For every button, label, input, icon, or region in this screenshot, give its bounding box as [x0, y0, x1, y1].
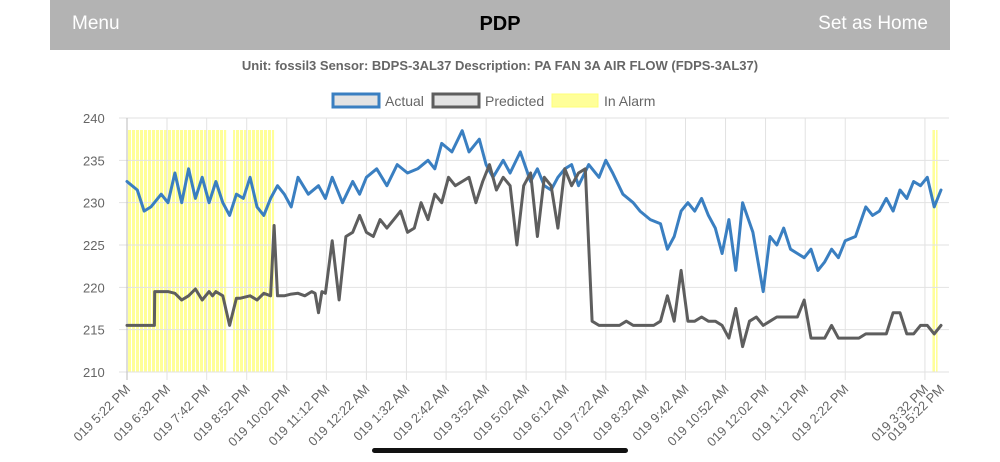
series-line-predicted [125, 163, 943, 349]
legend-swatch-2 [551, 93, 599, 108]
top-navigation-bar: Menu PDP Set as Home [50, 0, 950, 50]
alarm-band-2 [932, 130, 938, 372]
legend-label-1: Predicted [485, 93, 544, 109]
set-as-home-button[interactable]: Set as Home [818, 13, 928, 34]
series-line-actual [125, 129, 943, 294]
y-tick-label-1: 215 [83, 323, 105, 338]
y-tick-label-6: 240 [83, 111, 105, 126]
y-tick-label-0: 210 [83, 365, 105, 380]
y-tick-label-2: 220 [83, 280, 105, 295]
line-chart: Unit: fossil3 Sensor: BDPS-3AL37 Descrip… [70, 58, 949, 448]
y-tick-label-3: 225 [83, 238, 105, 253]
y-tick-label-5: 235 [83, 153, 105, 168]
legend-label-0: Actual [385, 93, 424, 109]
chart-title: Unit: fossil3 Sensor: BDPS-3AL37 Descrip… [242, 58, 758, 73]
y-tick-label-4: 230 [83, 196, 105, 211]
legend-swatch-0 [331, 92, 381, 109]
alarm-band-0 [127, 130, 227, 372]
alarm-band-1 [233, 130, 275, 372]
legend-label-2: In Alarm [604, 93, 655, 109]
menu-button[interactable]: Menu [72, 13, 120, 34]
legend-swatch-1 [431, 92, 481, 109]
page-title: PDP [479, 13, 521, 35]
home-indicator [372, 448, 628, 453]
